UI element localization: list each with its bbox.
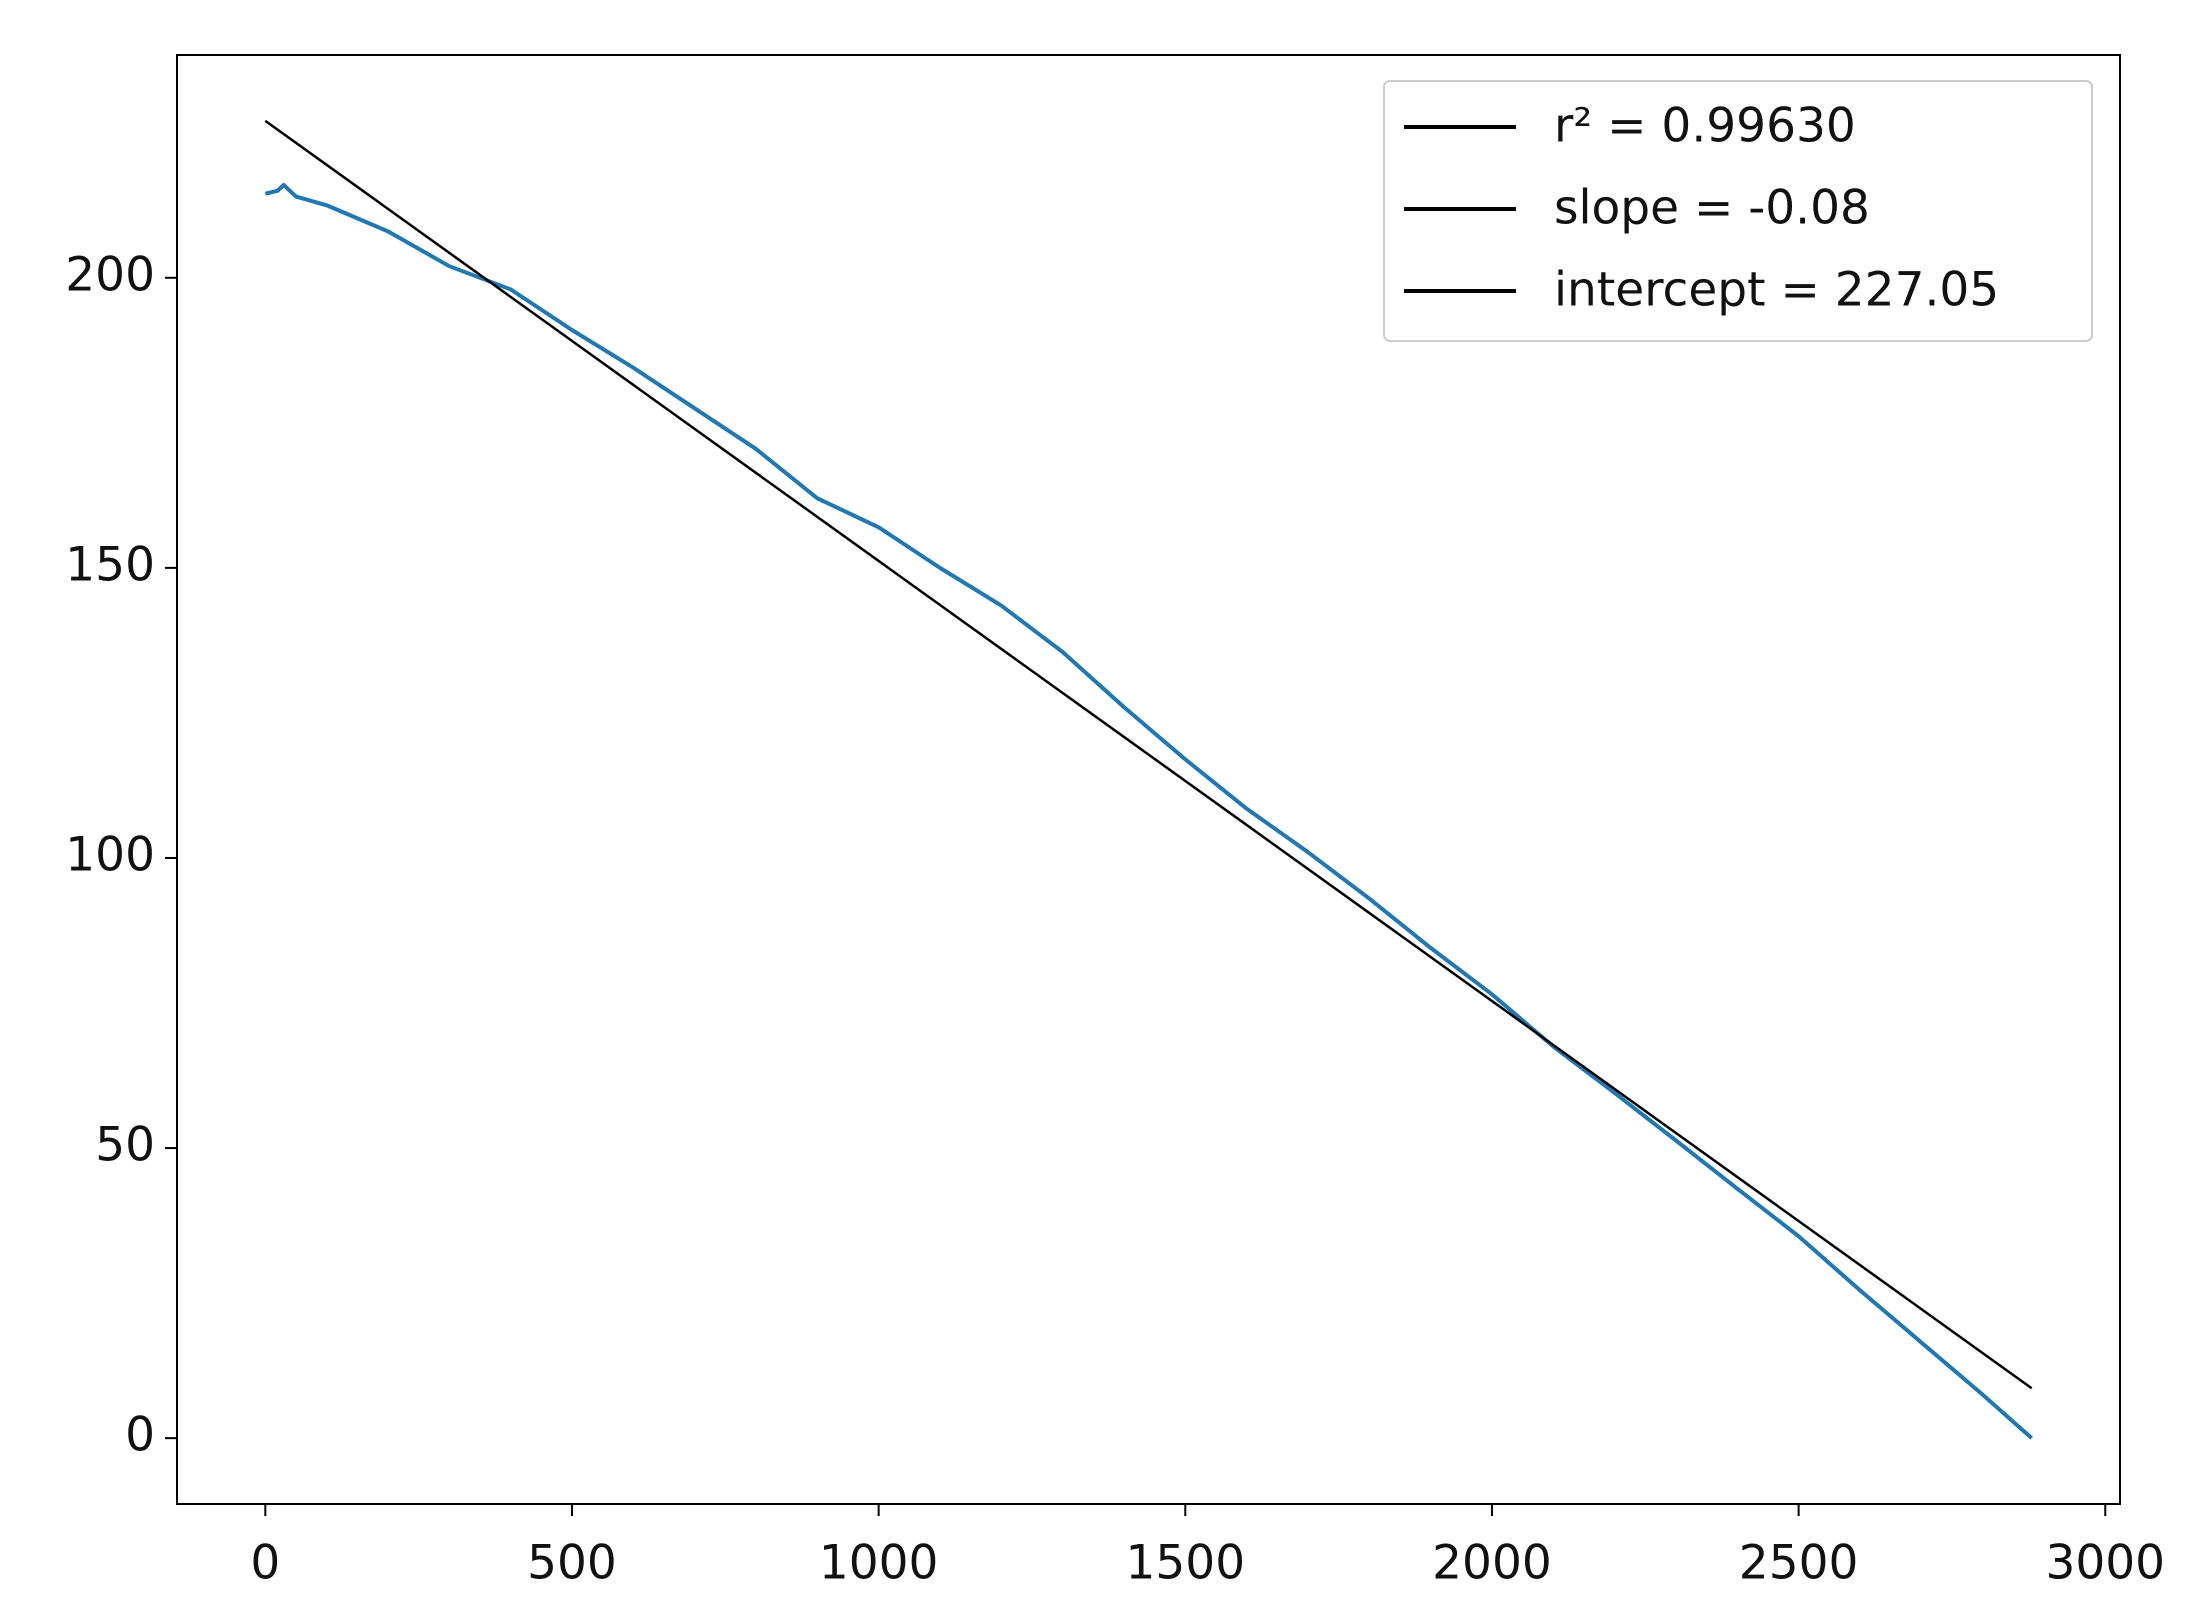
x-tick-label: 3000 — [2045, 1536, 2165, 1591]
series-line — [264, 119, 2033, 1390]
series-line — [264, 182, 2034, 1440]
x-tick-label: 1000 — [819, 1536, 939, 1591]
axes-frame — [176, 54, 2121, 1505]
y-tick-label: 100 — [65, 827, 155, 882]
legend-box — [1383, 80, 2093, 342]
legend-label: slope = -0.08 — [1554, 181, 1870, 236]
legend-label: r² = 0.99630 — [1554, 99, 1856, 154]
y-tick-label: 150 — [65, 537, 155, 592]
x-tick-label: 2000 — [1432, 1536, 1552, 1591]
x-tick-label: 500 — [527, 1536, 617, 1591]
y-tick-label: 200 — [65, 247, 155, 302]
x-tick-label: 2500 — [1739, 1536, 1859, 1591]
legend-label: intercept = 227.05 — [1554, 263, 1999, 318]
y-tick-label: 0 — [125, 1408, 155, 1463]
x-tick-label: 0 — [250, 1536, 280, 1591]
y-tick-label: 50 — [95, 1118, 155, 1173]
x-tick-label: 1500 — [1125, 1536, 1245, 1591]
